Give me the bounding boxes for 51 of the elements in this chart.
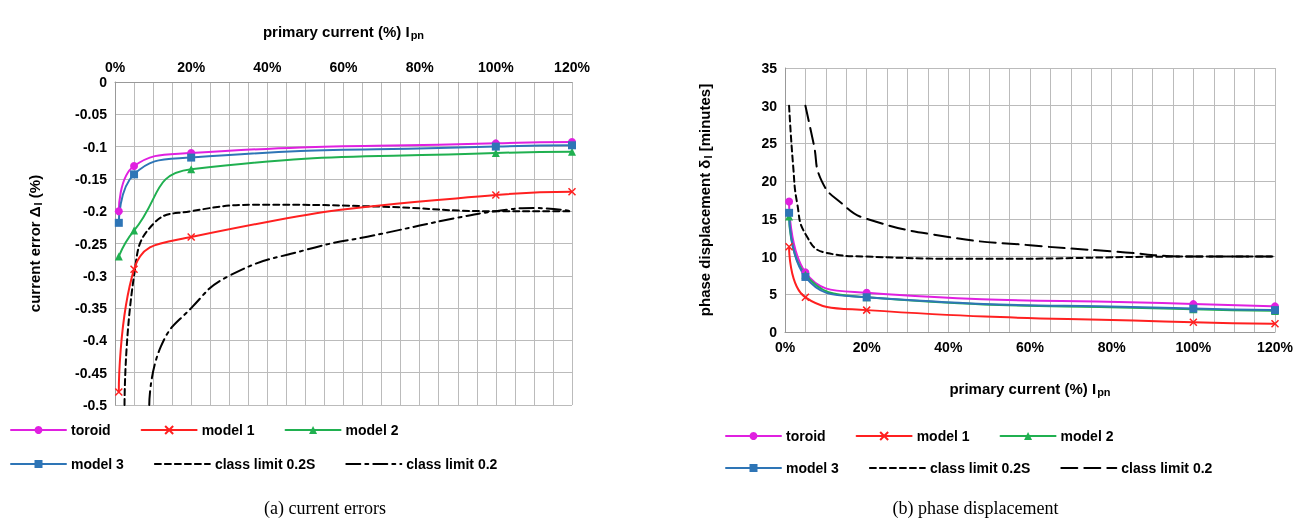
x-tick-label: 120%: [554, 59, 591, 75]
y-tick-label: 15: [761, 210, 778, 227]
legend-label: class limit 0.2S: [214, 456, 316, 472]
x-axis-title: primary current (%) Ipn: [262, 23, 425, 41]
y-tick-label: -0.4: [82, 332, 108, 349]
legend-label: model 2: [1060, 428, 1114, 444]
text: (a) current errors: [264, 498, 386, 519]
x-tick-label: 120%: [1257, 339, 1294, 355]
y-tick-label: 35: [761, 60, 778, 76]
x-tick-label: 80%: [405, 59, 435, 75]
x-tick-label: 40%: [934, 339, 963, 355]
legend-label: model 3: [71, 456, 125, 472]
y-tick-label: -0.35: [75, 300, 108, 317]
x-tick-label: 20%: [177, 59, 206, 75]
y-tick-label: -0.5: [82, 397, 108, 413]
legend-label: toroid: [71, 422, 111, 438]
legend-label: class limit 0.2: [406, 456, 498, 472]
y-axis-title: current error ΔI (%): [26, 174, 44, 313]
y-tick-label: -0.25: [75, 235, 108, 252]
y-tick-label: -0.45: [75, 364, 108, 381]
legend-label: model 1: [916, 428, 970, 444]
legend-label: toroid: [786, 428, 826, 444]
x-tick-label: 20%: [852, 339, 882, 355]
y-tick-label: -0.3: [82, 267, 108, 284]
legend-label: class limit 0.2: [1121, 460, 1213, 476]
legend-label: model 3: [786, 460, 840, 476]
x-tick-label: 60%: [329, 59, 359, 75]
y-tick-label: -0.1: [82, 138, 108, 155]
y-axis-title: phase displacement δI [minutes]: [696, 83, 714, 317]
legend-label: model 2: [345, 422, 399, 438]
text: (b) phase displacement: [892, 498, 1059, 519]
y-tick-label: 5: [769, 286, 778, 303]
y-tick-label: -0.05: [75, 106, 108, 123]
x-axis-title: primary current (%) Ipn: [949, 380, 1111, 398]
y-tick-label: 10: [761, 248, 778, 265]
x-tick-label: 100%: [477, 59, 515, 75]
y-tick-label: 25: [761, 135, 778, 152]
x-tick-label: 80%: [1097, 339, 1127, 355]
y-tick-label: -0.2: [82, 203, 108, 220]
y-tick-label: 30: [761, 97, 778, 114]
y-tick-label: 0: [99, 74, 108, 90]
y-tick-label: 0: [769, 324, 778, 340]
x-tick-label: 60%: [1015, 339, 1045, 355]
x-tick-label: 40%: [253, 59, 282, 75]
x-tick-label: 100%: [1175, 339, 1212, 355]
legend-label: class limit 0.2S: [929, 460, 1031, 476]
y-tick-label: 20: [761, 173, 778, 190]
legend-label: model 1: [201, 422, 255, 438]
x-tick-label: 0%: [104, 59, 126, 75]
x-tick-label: 0%: [774, 339, 796, 355]
y-tick-label: -0.15: [75, 170, 108, 187]
